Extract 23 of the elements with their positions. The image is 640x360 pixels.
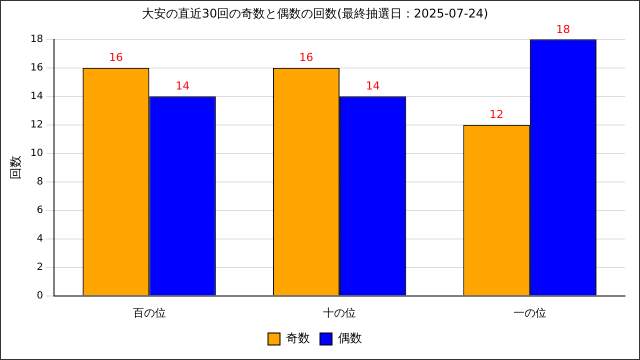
y-tick-label: 10 [30,148,44,159]
data-label: 14 [366,80,380,93]
y-tick-label: 18 [30,34,44,45]
legend-label: 偶数 [338,331,362,346]
y-tick-label: 6 [36,204,44,216]
y-tick-label: 2 [36,262,44,273]
y-tick-label: 16 [30,62,44,74]
y-tick-label: 4 [36,233,44,244]
y-tick-label: 14 [30,90,44,102]
y-axis-title: 回数 [8,156,22,180]
x-tick-label: 一の位 [513,306,546,320]
y-tick-label: 8 [36,176,44,188]
legend-label: 奇数 [286,331,310,346]
y-tick-label: 0 [36,290,44,302]
x-tick-label: 百の位 [132,306,166,320]
y-tick-label: 12 [30,119,44,130]
data-label: 12 [490,108,504,122]
data-label: 16 [299,51,314,64]
x-tick-label: 十の位 [323,306,356,320]
data-label: 14 [176,80,190,93]
data-label: 16 [108,51,123,64]
chart-title: 大安の直近30回の奇数と偶数の回数(最終抽選日：2025-07-24) [142,6,488,20]
data-label: 18 [556,22,570,36]
